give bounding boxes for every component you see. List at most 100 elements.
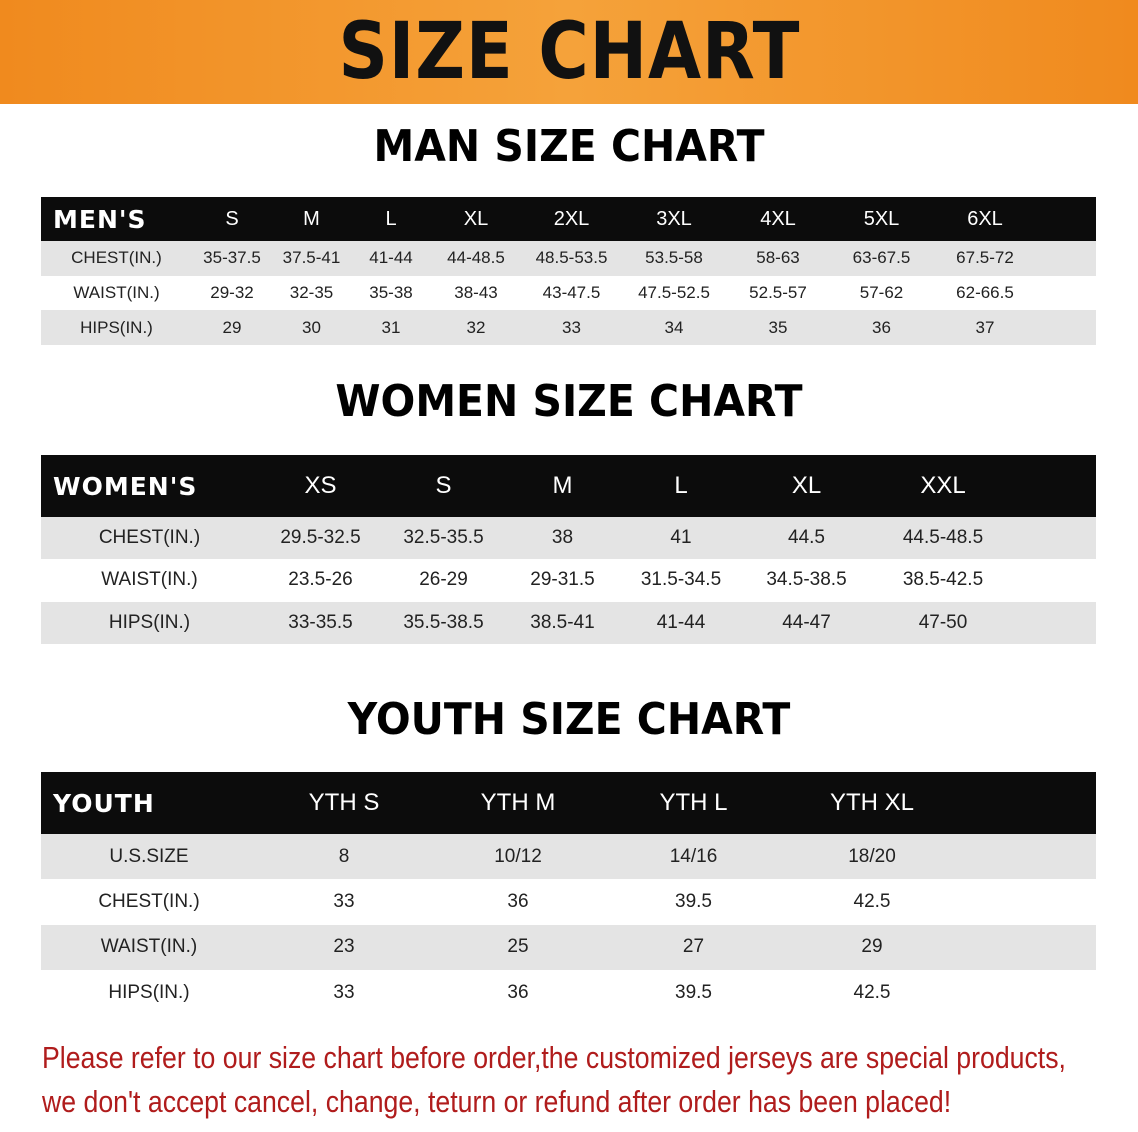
measurement-value: 43-47.5 (542, 283, 601, 303)
measurement-value: 8 (338, 845, 350, 867)
measurement-value: 39.5 (675, 981, 712, 1003)
measurement-value: 34.5-38.5 (766, 569, 847, 591)
measurement-value: 36 (507, 890, 529, 912)
size-header-cell: S (225, 207, 239, 230)
size-header-cell: 3XL (656, 207, 692, 230)
table-row: CHEST(IN.) 35-37.5 37.5-41 41-44 44-48.5 48.5… (41, 241, 1096, 276)
measurement-value: 30 (302, 317, 321, 337)
measurement-value: 33 (333, 981, 355, 1003)
table-row: HIPS(IN.) 33-35.5 35.5-38.5 38.5-41 41-44 44-… (41, 601, 1096, 644)
banner-title: SIZE CHART (338, 7, 800, 97)
measurement-value: 44.5 (788, 527, 825, 549)
table-title-cell: MEN'S (53, 204, 147, 234)
measurement-value: 47-50 (918, 611, 968, 633)
measurement-value: 62-66.5 (956, 283, 1014, 303)
size-header-cell: YTH XL (829, 789, 915, 816)
size-header-cell: YTH M (480, 789, 556, 816)
measurement-value: 32 (466, 317, 486, 337)
women-size-table: WOMEN'S XS S M L XL XXL CHEST(IN.) 29.5-32.5 32.5… (41, 455, 1096, 644)
men-size-table: MEN'S S M L XL 2XL 3XL 4XL 5XL 6XL CHEST(IN.) 35-37… (41, 197, 1096, 346)
measurement-value: 41-44 (656, 611, 706, 633)
measurement-value: 47.5-52.5 (638, 283, 710, 303)
notice-line-1: Please refer to our size chart before or… (42, 1040, 1066, 1075)
measurement-label: CHEST(IN.) (98, 890, 200, 912)
measurement-value: 18/20 (848, 845, 896, 867)
measurement-value: 32-35 (289, 283, 334, 303)
measurement-value: 41 (670, 527, 692, 549)
measurement-value: 37.5-41 (282, 248, 341, 268)
measurement-value: 39.5 (675, 890, 712, 912)
youth-size-table: YOUTH YTH S YTH M YTH L YTH XL U.S.SIZE 8 10/12… (41, 772, 1096, 1016)
measurement-value: 41-44 (369, 248, 413, 268)
measurement-label: CHEST(IN.) (71, 248, 162, 268)
measurement-value: 58-63 (756, 248, 800, 268)
men-section-title: MAN SIZE CHART (373, 121, 765, 172)
measurement-value: 34 (664, 317, 684, 337)
table-title-cell: WOMEN'S (53, 471, 198, 501)
measurement-value: 35-38 (369, 283, 413, 303)
measurement-value: 67.5-72 (956, 248, 1014, 268)
measurement-value: 29-32 (210, 283, 254, 303)
table-row: HIPS(IN.) 33 36 39.5 42.5 (41, 969, 1096, 1016)
measurement-value: 25 (507, 936, 529, 958)
measurement-value: 44-48.5 (447, 248, 505, 268)
measurement-value: 33 (562, 317, 581, 337)
table-row: CHEST(IN.) 29.5-32.5 32.5-35.5 38 41 44.5 44.5… (41, 517, 1096, 560)
measurement-value: 52.5-57 (749, 283, 807, 303)
table-row: U.S.SIZE 8 10/12 14/16 18/20 (41, 834, 1096, 880)
measurement-value: 31.5-34.5 (640, 569, 722, 591)
measurement-value: 36 (872, 317, 891, 337)
measurement-value: 29 (861, 936, 883, 958)
measurement-value: 53.5-58 (645, 248, 703, 268)
measurement-label: HIPS(IN.) (80, 317, 153, 337)
size-header-cell: XL (791, 472, 822, 499)
size-header-cell: M (552, 472, 573, 499)
table-row: WAIST(IN.) 23.5-26 26-29 29-31.5 31.5-34.5 34… (41, 559, 1096, 602)
size-header-cell: YTH S (308, 789, 380, 816)
measurement-value: 63-67.5 (852, 248, 911, 268)
measurement-label: HIPS(IN.) (108, 981, 190, 1003)
measurement-value: 44.5-48.5 (902, 527, 984, 549)
size-header-cell: M (303, 207, 320, 230)
table-title-cell: YOUTH (53, 788, 155, 818)
measurement-value: 29 (222, 317, 242, 337)
measurement-value: 26-29 (419, 569, 468, 591)
order-notice: Please refer to our size chart before or… (42, 1036, 1066, 1124)
measurement-value: 33-35.5 (288, 611, 353, 633)
measurement-value: 35-37.5 (203, 248, 261, 268)
measurement-label: WAIST(IN.) (73, 283, 160, 303)
measurement-value: 48.5-53.5 (535, 248, 608, 268)
size-header-cell: 5XL (863, 207, 900, 230)
measurement-value: 29-31.5 (530, 569, 595, 591)
measurement-value: 23.5-26 (288, 569, 353, 591)
table-header-row: MEN'S S M L XL 2XL 3XL 4XL 5XL 6XL (41, 197, 1096, 241)
measurement-value: 32.5-35.5 (403, 527, 484, 549)
measurement-value: 31 (381, 317, 401, 337)
measurement-label: WAIST(IN.) (100, 936, 198, 958)
measurement-value: 14/16 (669, 845, 718, 867)
size-header-cell: L (674, 472, 688, 499)
measurement-value: 35.5-38.5 (403, 611, 484, 633)
measurement-value: 36 (507, 981, 529, 1003)
size-header-cell: XXL (920, 472, 966, 499)
size-header-cell: 2XL (553, 207, 590, 230)
measurement-value: 42.5 (853, 981, 891, 1003)
measurement-label: CHEST(IN.) (98, 527, 201, 549)
measurement-value: 57-62 (859, 283, 904, 303)
size-header-cell: 6XL (967, 207, 1003, 230)
women-section-title: WOMEN SIZE CHART (335, 376, 803, 427)
table-row: CHEST(IN.) 33 36 39.5 42.5 (41, 879, 1096, 925)
measurement-value: 42.5 (853, 890, 891, 912)
measurement-label: WAIST(IN.) (101, 569, 198, 591)
size-header-cell: YTH L (659, 789, 728, 816)
table-row: WAIST(IN.) 29-32 32-35 35-38 38-43 43-47.5 47.… (41, 275, 1096, 311)
size-header-cell: S (435, 472, 452, 499)
size-header-cell: L (385, 207, 397, 230)
measurement-label: HIPS(IN.) (108, 611, 191, 633)
measurement-value: 38.5-41 (530, 611, 595, 633)
table-row: HIPS(IN.) 29 30 31 32 33 34 35 36 37 (41, 310, 1096, 346)
measurement-value: 27 (682, 936, 705, 958)
table-header-row: YOUTH YTH S YTH M YTH L YTH XL (41, 772, 1096, 834)
measurement-value: 38.5-42.5 (902, 569, 984, 591)
table-header-row: WOMEN'S XS S M L XL XXL (41, 455, 1096, 517)
